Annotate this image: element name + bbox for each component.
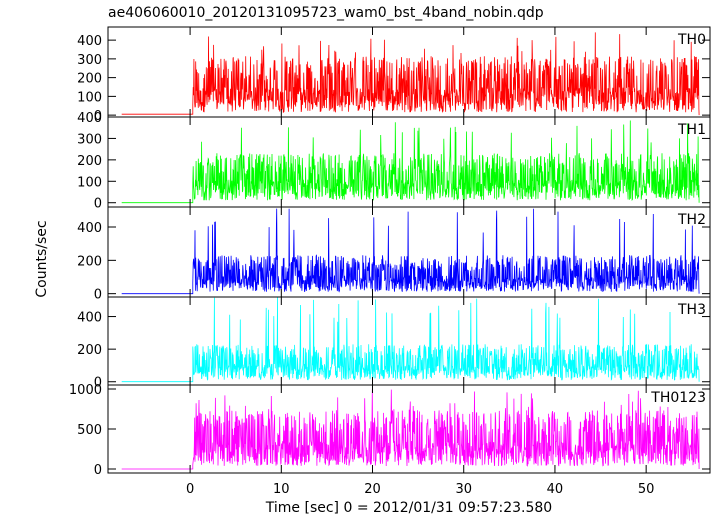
- x-tick-label: 30: [455, 482, 472, 497]
- series-line-th0: [121, 32, 700, 116]
- x-axis-label: Time [sec] 0 = 2012/01/31 09:57:23.580: [265, 500, 552, 516]
- panel-label: TH0: [677, 32, 706, 48]
- chart-title: ae406060010_20120131095723_wam0_bst_4ban…: [108, 5, 544, 21]
- y-tick-label: 0: [94, 376, 102, 391]
- y-tick-label: 200: [77, 254, 102, 269]
- y-tick-label: 1000: [69, 383, 102, 398]
- panel-th1: 0 100 200 300 400 TH1: [77, 111, 711, 212]
- y-tick-label: 400: [77, 311, 102, 326]
- series-line-th1: [121, 120, 700, 204]
- y-tick-label: 0: [94, 463, 102, 478]
- panel-label: TH3: [677, 302, 706, 318]
- x-tick-label: 50: [638, 482, 655, 497]
- x-tick-label: 40: [547, 482, 564, 497]
- y-tick-label: 300: [77, 132, 102, 147]
- y-tick-label: 400: [77, 221, 102, 236]
- panel-th0123: 0 500 1000 TH0123: [69, 383, 711, 478]
- series-line-th2: [121, 208, 700, 295]
- x-tick-label: 20: [364, 482, 381, 497]
- panel-th0: 0 100 200 300 400 TH0: [77, 26, 711, 124]
- y-tick-label: 500: [77, 423, 102, 438]
- panel-th3: 0 200 400 TH3: [77, 296, 711, 391]
- x-tick-label: 0: [186, 482, 194, 497]
- y-tick-label: 100: [77, 90, 102, 105]
- y-tick-label: 200: [77, 343, 102, 358]
- panel-label: TH1: [677, 122, 706, 138]
- y-tick-label: 400: [77, 34, 102, 49]
- panel-th2: 0 200 400 TH2: [77, 206, 711, 303]
- series-line-th0123: [121, 389, 700, 470]
- y-tick-label: 300: [77, 53, 102, 68]
- y-tick-label: 0: [94, 197, 102, 212]
- series-line-th3: [121, 297, 700, 383]
- y-axis-label: Counts/sec: [34, 220, 50, 297]
- y-tick-label: 200: [77, 154, 102, 169]
- y-tick-label: 0: [94, 109, 102, 124]
- panel-label: TH0123: [650, 390, 706, 406]
- x-tick-label: 10: [273, 482, 290, 497]
- y-tick-label: 0: [94, 288, 102, 303]
- y-tick-label: 400: [77, 111, 102, 126]
- y-tick-label: 100: [77, 175, 102, 190]
- y-tick-label: 200: [77, 72, 102, 87]
- panel-label: TH2: [677, 212, 706, 228]
